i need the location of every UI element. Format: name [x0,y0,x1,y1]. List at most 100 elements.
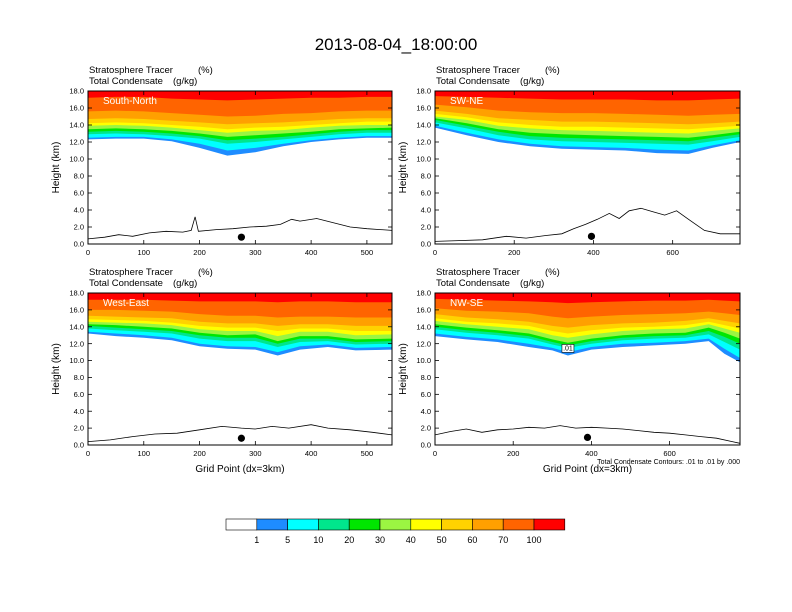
colorbar-swatch [410,518,442,531]
colorbar-swatch [472,518,504,531]
plot-frame [434,90,741,245]
plot-frame [87,90,393,245]
y-tick-label: 14.0 [69,322,84,331]
y-tick-label: 2.0 [421,424,431,433]
y-tick-label: 10.0 [69,155,84,164]
y-axis-label: Height (km) [51,142,62,194]
y-tick-label: 6.0 [74,189,84,198]
terrain-line [435,207,740,242]
fill-variable-label: Stratosphere Tracer [436,65,520,76]
y-tick-label: 16.0 [416,104,431,113]
x-tick-label: 200 [508,248,521,257]
x-tick-label: 100 [138,449,151,458]
colorbar-swatch [287,518,319,531]
y-tick-label: 0.0 [74,240,84,249]
y-tick-label: 18.0 [416,289,431,298]
x-tick-label: 400 [585,449,598,458]
colorbar-level-label: 60 [467,535,477,545]
contour-info-note: Total Condensate Contours: .01 to .01 by… [597,459,740,466]
tracer-band-100 [88,293,392,303]
contour-label-box [561,344,575,353]
location-marker [587,232,596,240]
colorbar-level-label: 40 [406,535,416,545]
fill-variable-label: Stratosphere Tracer [89,267,173,278]
y-tick-label: 14.0 [69,121,84,130]
colorbar-swatch [502,518,535,531]
colorbar-swatch [225,518,258,531]
y-tick-label: 8.0 [421,373,431,382]
x-tick-label: 200 [193,449,206,458]
x-tick-label: 500 [361,248,374,257]
panel-label: West-East [103,298,149,309]
y-tick-label: 6.0 [421,390,431,399]
x-tick-label: 100 [138,248,151,257]
y-tick-label: 10.0 [416,356,431,365]
location-marker [583,433,592,441]
panel-south-north: South-North Stratosphere Tracer (%) Total C… [51,65,393,257]
plot-frame [434,292,741,446]
y-tick-label: 2.0 [74,424,84,433]
colorbar-swatch [441,518,473,531]
y-tick-label: 8.0 [74,373,84,382]
colorbar-level-label: 30 [375,535,385,545]
panel-label: NW-SE [450,298,483,309]
plot-frame [87,292,393,446]
y-tick-label: 12.0 [416,138,431,147]
y-tick-label: 6.0 [74,390,84,399]
y-tick-label: 10.0 [416,155,431,164]
colorbar-level-label: 20 [344,535,354,545]
y-tick-label: 2.0 [421,223,431,232]
terrain-line [435,425,740,444]
y-tick-label: 12.0 [69,138,84,147]
x-tick-label: 400 [305,449,318,458]
chart-title: 2013-08-04_18:00:00 [315,35,478,54]
colorbar-swatch [379,518,412,531]
y-tick-label: 8.0 [74,172,84,181]
y-tick-label: 18.0 [416,87,431,96]
tracer-band-100 [88,91,392,101]
x-tick-label: 400 [587,248,600,257]
colorbar: 1 5 10 20 30 40 50 60 70 100 [225,518,566,545]
x-tick-label: 200 [507,449,520,458]
plot-area [88,91,392,244]
panels: South-North Stratosphere Tracer (%) Total C… [51,65,741,475]
plot-area [435,91,740,244]
contour-units-label: (g/kg) [520,76,544,87]
x-tick-label: 600 [666,248,679,257]
x-tick-label: 400 [305,248,318,257]
y-tick-label: 12.0 [69,339,84,348]
x-tick-label: 0 [86,449,90,458]
y-tick-label: 10.0 [69,356,84,365]
y-tick-label: 8.0 [421,172,431,181]
contour-units-label: (g/kg) [520,278,544,289]
x-tick-label: 600 [663,449,676,458]
colorbar-swatch [533,518,566,531]
x-tick-label: 500 [361,449,374,458]
tracer-band-100 [435,293,740,304]
x-tick-label: 200 [193,248,206,257]
y-tick-label: 6.0 [421,189,431,198]
y-axis-label: Height (km) [51,343,62,395]
plot-area [435,293,740,445]
fill-units-label: (%) [198,65,213,76]
y-tick-label: 4.0 [74,206,84,215]
y-tick-label: 2.0 [74,223,84,232]
x-tick-label: 0 [86,248,90,257]
x-tick-label: 300 [249,449,262,458]
x-tick-label: 300 [249,248,262,257]
x-tick-label: 0 [433,449,437,458]
colorbar-level-label: 50 [437,535,447,545]
y-tick-label: 4.0 [74,407,84,416]
fill-variable-label: Stratosphere Tracer [89,65,173,76]
location-marker [237,233,245,241]
y-tick-label: 0.0 [421,240,431,249]
location-marker [237,434,245,442]
y-axis-label: Height (km) [398,142,409,194]
panel-label: South-North [103,96,157,107]
y-tick-label: 18.0 [69,289,84,298]
panel-west-east: West-East Stratosphere Tracer (%) Total Con… [51,267,393,475]
colorbar-swatch [318,518,350,531]
y-tick-label: 14.0 [416,322,431,331]
fill-variable-label: Stratosphere Tracer [436,267,520,278]
y-tick-label: 16.0 [416,305,431,314]
